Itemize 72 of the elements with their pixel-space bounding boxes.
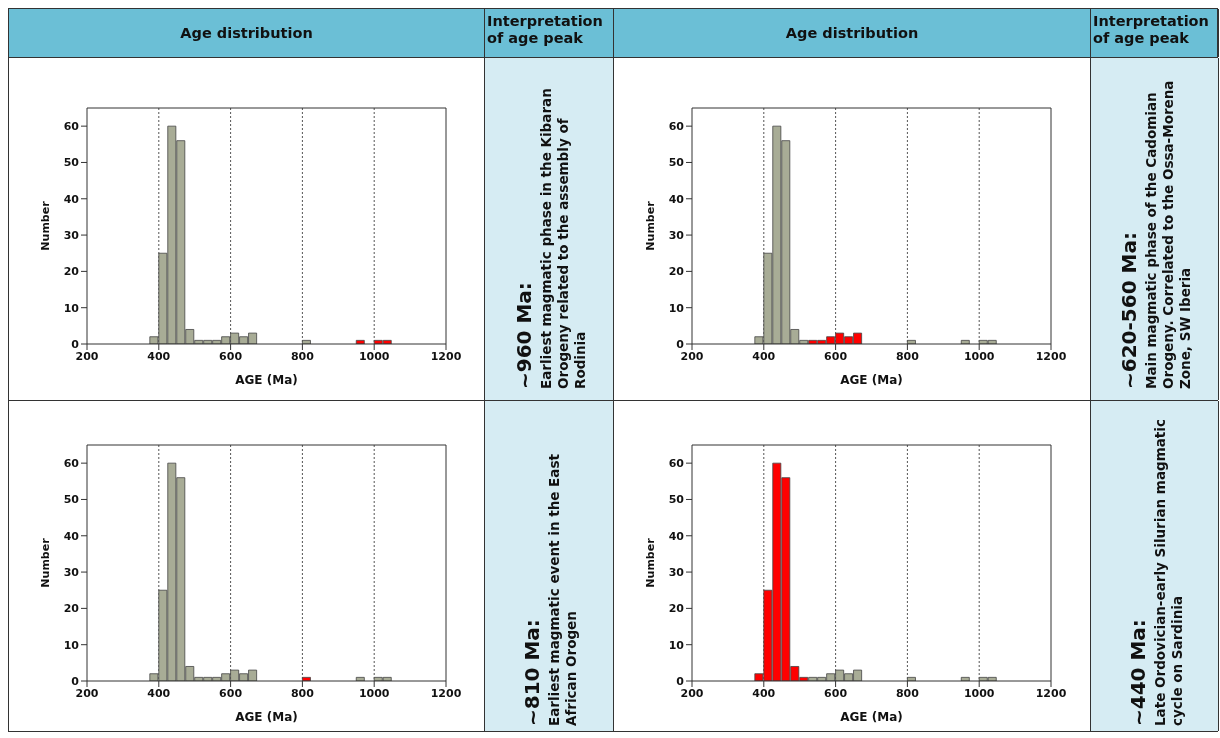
y-tick-label: 40 [668,529,685,543]
text: Age distribution [9,9,485,57]
x-tick-label: 600 [218,349,242,363]
y-tick-label: 10 [63,638,79,652]
x-axis-title: AGE (Ma) [234,373,298,387]
y-tick-label: 60 [668,457,685,471]
x-tick-label: 1200 [1035,349,1067,363]
text: Earliest magmatic event in the East African Orogen [546,453,580,726]
y-tick-label: 50 [668,156,685,170]
y-tick-label: 20 [63,602,79,616]
x-tick-label: 200 [75,349,99,363]
text: Interpretation of age peak [485,9,614,57]
y-axis-title: Number [38,200,52,251]
x-tick-label: 1200 [1035,686,1067,700]
y-tick-label: 30 [668,565,685,579]
x-tick-label: 400 [146,686,171,700]
y-tick-label: 10 [668,301,685,315]
y-tick-label: 40 [668,192,685,206]
y-tick-label: 20 [63,265,79,279]
text: Interpretation of age peak [1091,9,1219,57]
x-tick-label: 1000 [963,686,995,700]
x-axis-title: AGE (Ma) [234,710,298,724]
x-axis-title: AGE (Ma) [840,373,903,387]
y-tick-label: 60 [63,457,79,471]
x-tick-label: 800 [290,686,314,700]
x-tick-label: 400 [752,349,776,363]
text: Main magmatic phase of the Cadomian Orogeny. Correlated to the Ossa-Morena Zone, SW Iberia [1143,79,1194,389]
y-tick-label: 0 [70,674,79,688]
y-tick-label: 0 [676,674,685,688]
x-tick-label: 200 [680,349,704,363]
x-tick-label: 1200 [430,349,462,363]
y-tick-label: 60 [668,120,685,134]
y-tick-label: 10 [63,301,79,315]
y-axis-title: Number [643,200,657,251]
y-tick-label: 30 [63,228,79,242]
text: ~620-560 Ma: [1116,231,1142,389]
x-axis-title: AGE (Ma) [840,710,903,724]
x-tick-label: 200 [75,686,99,700]
x-tick-label: 400 [146,349,171,363]
y-tick-label: 40 [63,529,79,543]
x-tick-label: 600 [824,686,848,700]
y-tick-label: 40 [63,192,79,206]
x-tick-label: 600 [218,686,242,700]
x-tick-label: 200 [680,686,704,700]
x-tick-label: 1200 [430,686,462,700]
text: ~440 Ma: [1124,618,1151,726]
y-tick-label: 20 [668,602,685,616]
y-tick-label: 0 [70,337,79,351]
y-tick-label: 30 [63,565,79,579]
text: Earliest magmatic phase in the Kibaran Orogeny related to the assembly of Rodinia [537,87,589,389]
y-tick-label: 50 [63,156,79,170]
x-tick-label: 1000 [358,349,390,363]
y-axis-title: Number [643,537,657,588]
text: Late Ordovician-early Silurian magmatic cycle on Sardinia [1151,418,1186,726]
x-tick-label: 800 [290,349,314,363]
x-tick-label: 1000 [963,349,995,363]
y-tick-label: 50 [668,493,685,507]
x-tick-label: 800 [895,349,920,363]
y-axis-title: Number [38,537,52,588]
y-tick-label: 60 [63,120,79,134]
y-tick-label: 10 [668,638,685,652]
text: ~810 Ma: [519,618,545,726]
x-tick-label: 800 [895,686,920,700]
x-tick-label: 600 [824,349,848,363]
y-tick-label: 0 [676,337,685,351]
y-tick-label: 50 [63,493,79,507]
y-tick-label: 30 [668,228,685,242]
x-tick-label: 400 [752,686,776,700]
text: ~960 Ma: [510,281,537,389]
text: Age distribution [614,9,1091,57]
y-tick-label: 20 [668,265,685,279]
x-tick-label: 1000 [358,686,390,700]
